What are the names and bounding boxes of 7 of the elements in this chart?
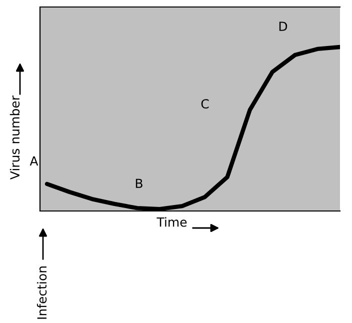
- text: Infection: [36, 266, 47, 319]
- text: D: [279, 22, 288, 31]
- text: A: [30, 156, 38, 166]
- annotation: B: [136, 178, 142, 188]
- x-axis-title: Time: [156, 217, 187, 227]
- annotation: C: [201, 99, 209, 109]
- y-axis-title: Virus number: [10, 96, 20, 180]
